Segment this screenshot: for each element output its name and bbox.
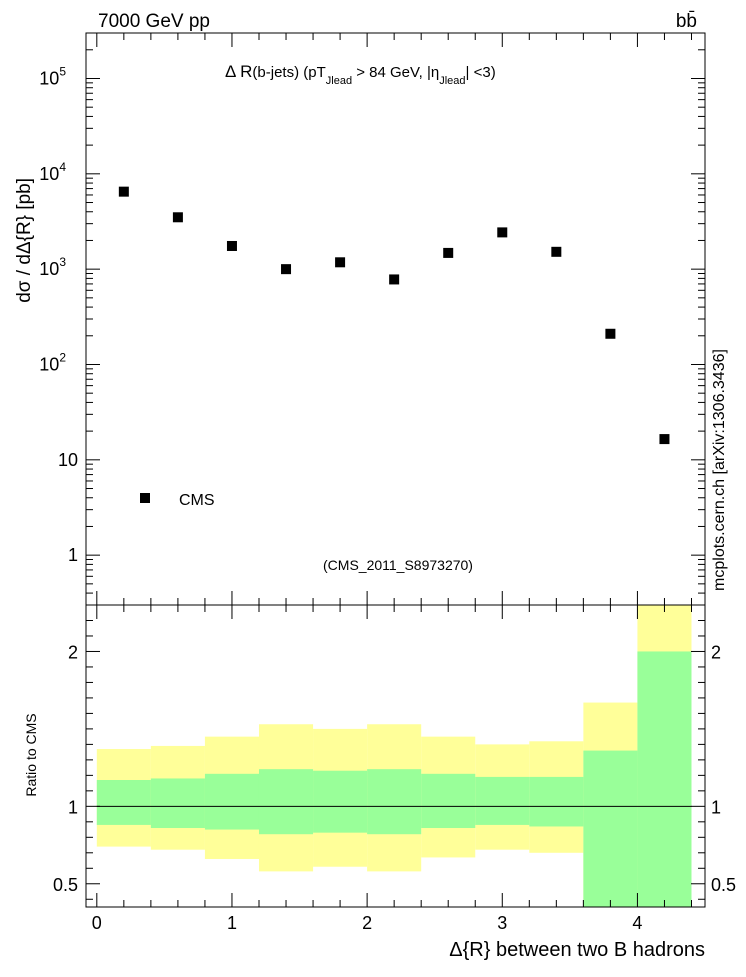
x-axis-label: Δ{R} between two B hadrons xyxy=(449,939,705,961)
ratio-frame xyxy=(85,604,706,908)
data-point xyxy=(659,434,670,445)
process-label: bb̄ xyxy=(676,11,697,32)
ratio-y-tick-label-left: 2 xyxy=(68,642,78,662)
data-point xyxy=(605,328,616,339)
data-point xyxy=(551,246,562,257)
ratio-band-inner xyxy=(421,773,476,829)
main-frame xyxy=(85,32,706,606)
energy-label: 7000 GeV pp xyxy=(98,11,210,32)
data-point xyxy=(226,240,237,251)
title-delta-r: Δ R xyxy=(225,62,252,81)
ratio-band-inner xyxy=(583,750,638,907)
x-tick-label: 2 xyxy=(362,913,372,933)
x-tick-label: 4 xyxy=(632,913,642,933)
data-point xyxy=(389,274,400,285)
ratio-y-tick-label-right: 2 xyxy=(711,642,721,662)
ratio-band-inner xyxy=(637,651,692,907)
data-point xyxy=(335,257,346,268)
title-end: | <3) xyxy=(466,64,496,81)
title-bjets: (b-jets) (pT xyxy=(252,64,325,81)
mcplots-label: mcplots.cern.ch [arXiv:1306.3436] xyxy=(711,349,728,591)
ratio-y-tick-label-left: 1 xyxy=(68,797,78,817)
ratio-band-inner xyxy=(204,773,259,830)
x-tick-label: 0 xyxy=(92,913,102,933)
x-tick-label: 3 xyxy=(497,913,507,933)
title-sub-jlead-2: Jlead xyxy=(439,75,465,87)
data-point xyxy=(443,247,454,258)
ratio-band-inner xyxy=(258,769,314,835)
data-point xyxy=(281,264,292,275)
x-tick-label: 1 xyxy=(227,913,237,933)
title-cut: > 84 GeV, |η xyxy=(352,64,439,81)
ratio-ylabel: Ratio to CMS xyxy=(23,713,39,796)
ratio-band-inner xyxy=(96,780,151,825)
legend-marker-cms xyxy=(140,493,150,503)
y-tick-label: 105 xyxy=(39,64,66,88)
y-tick-label: 10 xyxy=(58,450,78,470)
data-point xyxy=(497,227,508,238)
legend-label-cms: CMS xyxy=(179,492,215,509)
ratio-band-inner xyxy=(475,776,530,825)
ratio-band-inner xyxy=(367,769,422,835)
analysis-watermark: (CMS_2011_S8973270) xyxy=(323,557,473,573)
main-title: Δ R(b-jets) (pTJlead > 84 GeV, |ηJlead| … xyxy=(225,62,496,87)
y-tick-label: 1 xyxy=(68,545,78,565)
ratio-band-inner xyxy=(313,770,368,833)
y-tick-label: 103 xyxy=(39,255,66,279)
y-tick-label: 102 xyxy=(39,350,66,374)
main-ylabel: dσ / dΔ{R} [pb] xyxy=(14,178,35,303)
ratio-band-inner xyxy=(150,778,205,829)
data-point xyxy=(118,186,129,197)
title-sub-jlead-1: Jlead xyxy=(326,75,352,87)
data-point xyxy=(172,212,183,223)
ratio-y-tick-label-right: 0.5 xyxy=(711,875,736,895)
y-tick-label: 104 xyxy=(39,160,66,184)
ratio-y-tick-label-left: 0.5 xyxy=(53,875,78,895)
ratio-panel: 0.5 0.5 1 1 2 2 Ratio to CMS xyxy=(23,604,736,908)
ratio-band-inner xyxy=(529,776,584,827)
ratio-y-tick-label-right: 1 xyxy=(711,797,721,817)
